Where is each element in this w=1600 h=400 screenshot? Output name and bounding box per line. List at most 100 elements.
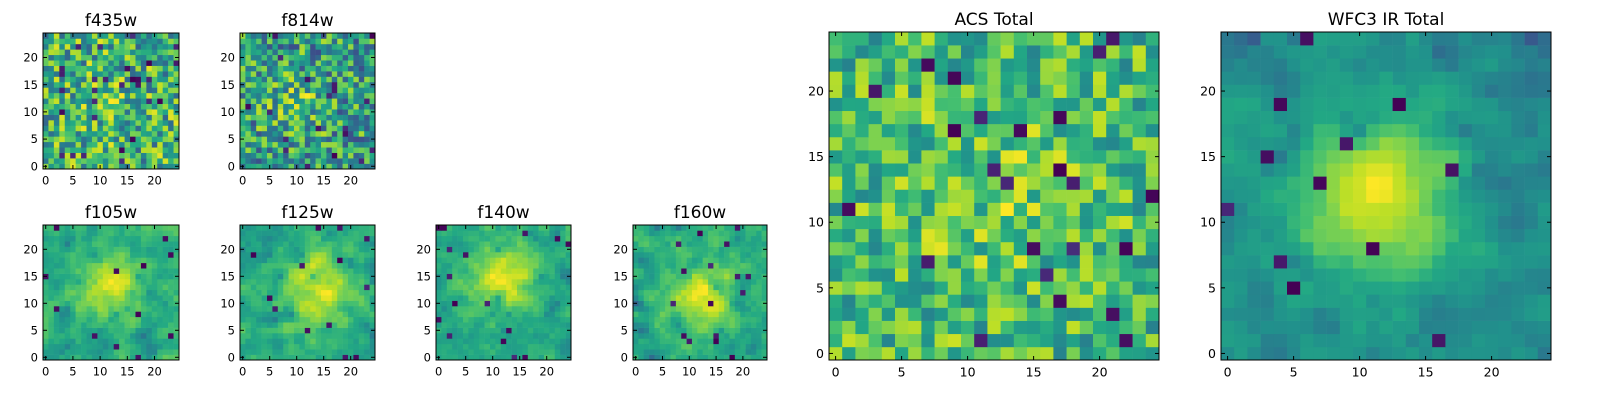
heatmap-cell bbox=[441, 349, 448, 355]
heatmap-cell bbox=[441, 300, 448, 307]
heatmap-cell bbox=[908, 150, 922, 164]
heatmap-cell bbox=[113, 71, 120, 77]
heatmap-cell bbox=[921, 215, 935, 230]
heatmap-cell bbox=[108, 81, 115, 88]
heatmap-cell bbox=[157, 152, 163, 159]
heatmap-cell bbox=[921, 71, 935, 85]
heatmap-cell bbox=[75, 230, 82, 237]
heatmap-cell bbox=[1040, 268, 1054, 282]
heatmap-cell bbox=[86, 311, 93, 318]
heatmap-cell bbox=[102, 103, 109, 110]
heatmap-cell bbox=[331, 273, 338, 280]
heatmap-cell bbox=[446, 322, 453, 328]
heatmap-cell bbox=[119, 141, 125, 148]
heatmap-cell bbox=[86, 343, 93, 350]
heatmap-cell bbox=[364, 130, 370, 137]
heatmap-cell bbox=[500, 279, 507, 285]
heatmap-cell bbox=[59, 103, 66, 110]
heatmap-cell bbox=[718, 262, 725, 269]
heatmap-cell bbox=[1260, 241, 1275, 256]
heatmap-cell bbox=[881, 136, 896, 151]
heatmap-cell bbox=[987, 123, 1001, 138]
heatmap-cell bbox=[86, 279, 93, 285]
heatmap-cell bbox=[162, 92, 169, 99]
heatmap-cell bbox=[173, 252, 180, 258]
heatmap-cell bbox=[43, 311, 49, 318]
heatmap-cell bbox=[272, 54, 279, 61]
heatmap-cell bbox=[921, 45, 935, 59]
heatmap-cell bbox=[855, 84, 869, 98]
heatmap-cell bbox=[272, 60, 279, 66]
heatmap-cell bbox=[53, 120, 60, 126]
heatmap-cell bbox=[288, 87, 295, 94]
heatmap-cell bbox=[353, 300, 360, 307]
heatmap-cell bbox=[495, 333, 502, 339]
heatmap-cell bbox=[102, 33, 109, 39]
heatmap-cell bbox=[135, 306, 142, 312]
heatmap-cell bbox=[1458, 346, 1473, 361]
heatmap-cell bbox=[921, 294, 935, 308]
heatmap-cell bbox=[506, 252, 512, 258]
heatmap-cell bbox=[560, 322, 566, 328]
heatmap-cells bbox=[240, 225, 376, 361]
heatmap-cell bbox=[86, 322, 93, 328]
heatmap-cell bbox=[544, 241, 550, 247]
heatmap-cell bbox=[310, 306, 316, 312]
heatmap-cell bbox=[560, 349, 566, 355]
heatmap-cell bbox=[1247, 281, 1261, 295]
heatmap-cell bbox=[490, 349, 496, 355]
heatmap-cell bbox=[59, 98, 66, 105]
heatmap-cell bbox=[1093, 281, 1107, 295]
heatmap-cell bbox=[299, 43, 306, 50]
heatmap-cell bbox=[842, 189, 856, 203]
heatmap-cell bbox=[48, 343, 55, 350]
heatmap-cell bbox=[91, 49, 98, 56]
heatmap-cell bbox=[304, 349, 311, 355]
heatmap-cell bbox=[245, 103, 252, 110]
heatmap-cell bbox=[750, 235, 757, 242]
heatmap-cell bbox=[681, 273, 687, 280]
heatmap-cell bbox=[283, 152, 289, 159]
heatmap-cell bbox=[745, 252, 752, 258]
heatmap-cell bbox=[86, 109, 93, 115]
heatmap-cell bbox=[565, 230, 572, 237]
heatmap-cell bbox=[895, 333, 909, 348]
heatmap-cell bbox=[102, 311, 109, 318]
heatmap-cell bbox=[479, 306, 485, 312]
heatmap-cell bbox=[1287, 307, 1301, 321]
heatmap-cell bbox=[321, 71, 327, 77]
heatmap-cell bbox=[670, 279, 677, 285]
heatmap-cell bbox=[48, 322, 55, 328]
heatmap-cell bbox=[1419, 281, 1433, 295]
heatmap-cell bbox=[337, 92, 343, 99]
heatmap-cell bbox=[708, 289, 714, 296]
heatmap-cell bbox=[97, 130, 104, 137]
heatmap-cell bbox=[113, 81, 120, 88]
heatmap-cell bbox=[691, 343, 698, 350]
heatmap-cell bbox=[1498, 268, 1512, 282]
heatmap-cell bbox=[272, 311, 279, 318]
heatmap-cell bbox=[250, 152, 257, 159]
heatmap-cell bbox=[267, 43, 273, 50]
heatmap-cell bbox=[756, 327, 762, 334]
heatmap-cell bbox=[272, 333, 279, 339]
heatmap-cell bbox=[75, 163, 82, 170]
heatmap-cell bbox=[1221, 228, 1235, 243]
heatmap-cell bbox=[326, 98, 333, 105]
heatmap-cell bbox=[288, 300, 295, 307]
heatmap-cell bbox=[102, 81, 109, 88]
heatmap-cell bbox=[670, 273, 677, 280]
heatmap-cell bbox=[337, 333, 343, 339]
heatmap-cell bbox=[256, 300, 262, 307]
heatmap-cell bbox=[947, 215, 962, 230]
heatmap-cell bbox=[299, 49, 306, 56]
heatmap-cell bbox=[113, 147, 120, 153]
heatmap-cell bbox=[86, 163, 93, 170]
heatmap-cell bbox=[304, 65, 311, 72]
heatmap-cell bbox=[665, 295, 671, 301]
heatmap-cell bbox=[331, 163, 338, 170]
heatmap-cell bbox=[511, 262, 518, 269]
heatmap-cell bbox=[168, 109, 174, 115]
heatmap-cell bbox=[53, 273, 60, 280]
